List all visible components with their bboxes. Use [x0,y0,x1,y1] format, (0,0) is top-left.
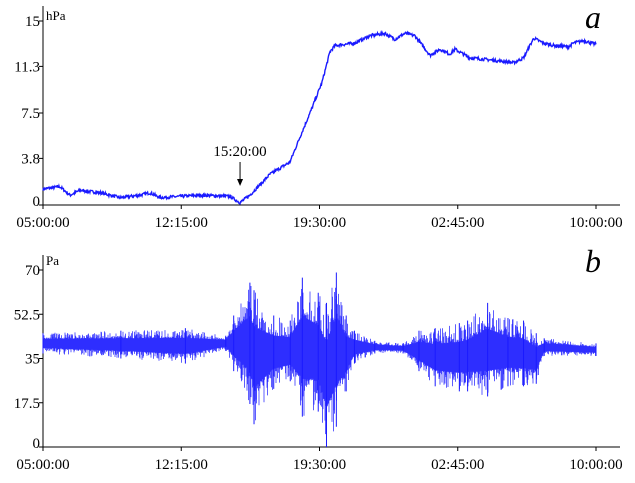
y-tick-label: 70 [25,263,40,279]
y-tick-label: 0 [33,194,41,210]
x-tick-label: 12:15:00 [155,215,208,231]
x-tick-label: 19:30:00 [293,215,346,231]
y-tick-label: 7.5 [21,106,40,122]
panel-b-label: b [585,243,601,279]
panel-b: b Pa 0 17.5 35 52.5 70 05:00:00 12:15:00 19:30:… [14,243,623,473]
y-tick-label: 15 [25,14,40,30]
pressure-line [42,29,597,205]
panel-a-ylabel: hPa [46,8,66,23]
y-tick-label: 52.5 [14,307,40,323]
panel-b-ylabel: Pa [46,253,59,268]
annotation-arrow-head [237,179,244,186]
x-tick-label: 12:15:00 [155,457,208,473]
annotation-label: 15:20:00 [213,144,266,160]
pressure-fluctuation-series [42,272,597,447]
y-tick-label: 3.8 [21,151,40,167]
x-tick-label: 05:00:00 [16,215,69,231]
y-tick-label: 0 [33,436,41,452]
x-tick-label: 10:00:00 [569,457,622,473]
x-tick-label: 05:00:00 [16,457,69,473]
y-tick-label: 35 [25,352,40,368]
panel-a: a hPa 15:20:00 0 3.8 7.5 11.3 15 05:00:00 12:1… [14,0,622,231]
x-tick-label: 10:00:00 [569,215,622,231]
x-tick-label: 19:30:00 [293,457,346,473]
x-tick-label: 02:45:00 [431,215,484,231]
x-tick-label: 02:45:00 [431,457,484,473]
panel-a-label: a [585,0,601,35]
y-tick-label: 17.5 [14,396,40,412]
y-tick-label: 11.3 [14,59,40,75]
